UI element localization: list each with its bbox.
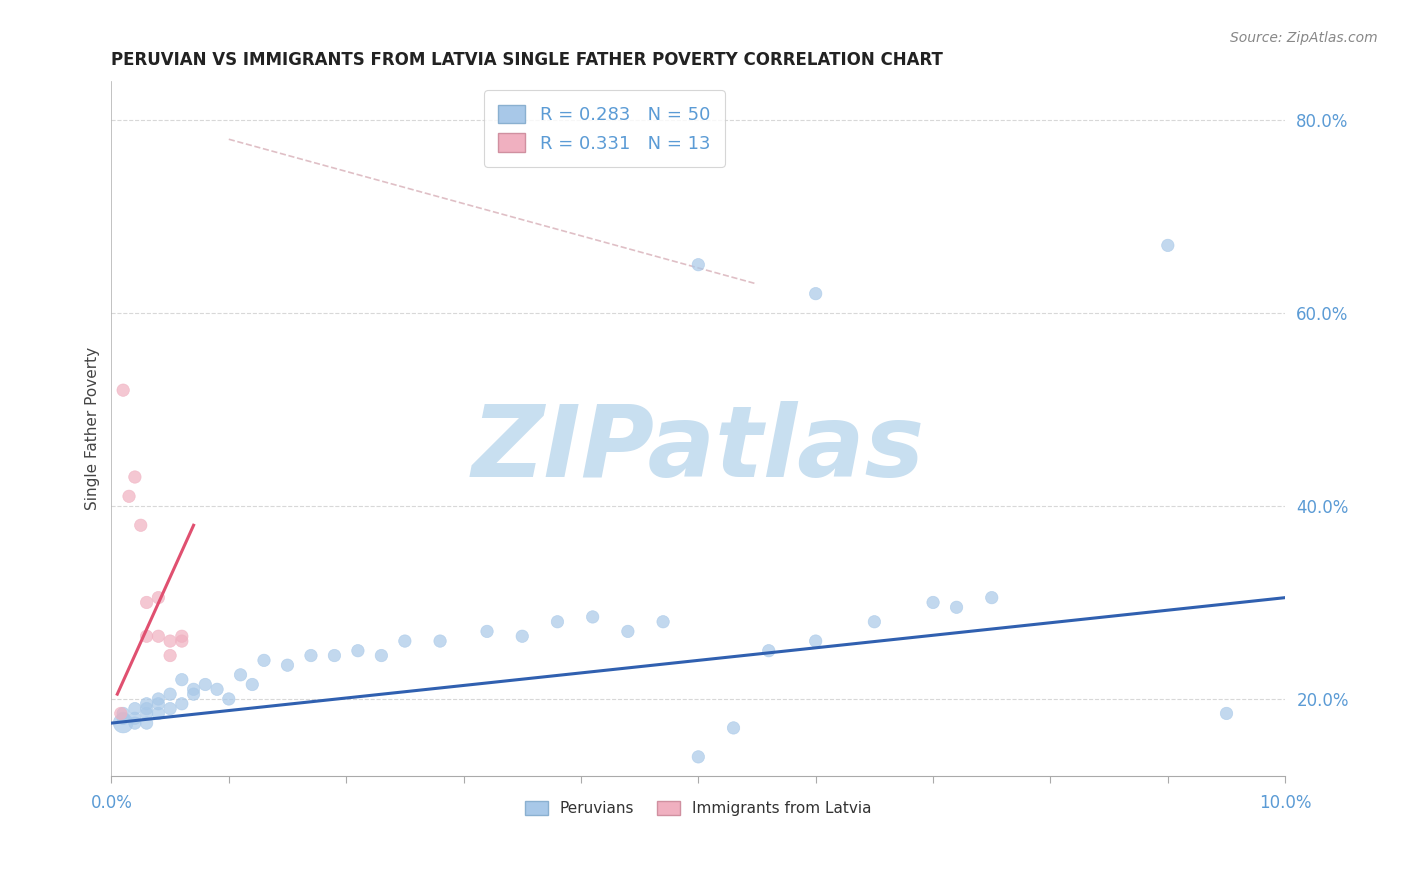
Point	[582, 610, 605, 624]
Text: 10.0%: 10.0%	[1258, 794, 1312, 812]
Point	[135, 697, 157, 711]
Point	[183, 687, 205, 701]
Point	[124, 701, 146, 715]
Point	[863, 615, 886, 629]
Point	[194, 677, 217, 691]
Point	[299, 648, 322, 663]
Point	[758, 644, 780, 658]
Point	[323, 648, 346, 663]
Y-axis label: Single Father Poverty: Single Father Poverty	[86, 347, 100, 510]
Point	[347, 644, 370, 658]
Point	[617, 624, 640, 639]
Point	[148, 706, 170, 721]
Point	[723, 721, 745, 735]
Text: 0.0%: 0.0%	[90, 794, 132, 812]
Point	[118, 489, 141, 503]
Point	[804, 286, 827, 301]
Point	[218, 692, 240, 706]
Point	[110, 706, 132, 721]
Point	[688, 750, 710, 764]
Point	[240, 677, 263, 691]
Legend: Peruvians, Immigrants from Latvia: Peruvians, Immigrants from Latvia	[517, 794, 880, 824]
Point	[688, 258, 710, 272]
Point	[148, 629, 170, 643]
Point	[159, 687, 181, 701]
Point	[546, 615, 568, 629]
Point	[112, 716, 135, 731]
Point	[170, 629, 193, 643]
Point	[980, 591, 1002, 605]
Point	[135, 701, 157, 715]
Point	[159, 648, 181, 663]
Point	[159, 701, 181, 715]
Point	[276, 658, 298, 673]
Text: PERUVIAN VS IMMIGRANTS FROM LATVIA SINGLE FATHER POVERTY CORRELATION CHART: PERUVIAN VS IMMIGRANTS FROM LATVIA SINGL…	[111, 51, 943, 69]
Point	[148, 697, 170, 711]
Point	[1215, 706, 1237, 721]
Point	[510, 629, 533, 643]
Text: ZIPatlas: ZIPatlas	[472, 401, 925, 498]
Point	[124, 711, 146, 725]
Point	[804, 634, 827, 648]
Point	[135, 706, 157, 721]
Point	[170, 697, 193, 711]
Point	[183, 682, 205, 697]
Point	[135, 629, 157, 643]
Point	[475, 624, 498, 639]
Point	[124, 716, 146, 731]
Point	[112, 706, 135, 721]
Point	[229, 668, 252, 682]
Point	[429, 634, 451, 648]
Point	[112, 711, 135, 725]
Point	[170, 634, 193, 648]
Text: Source: ZipAtlas.com: Source: ZipAtlas.com	[1230, 31, 1378, 45]
Point	[170, 673, 193, 687]
Point	[945, 600, 967, 615]
Point	[148, 692, 170, 706]
Point	[159, 634, 181, 648]
Point	[124, 470, 146, 484]
Point	[129, 518, 152, 533]
Point	[205, 682, 228, 697]
Point	[253, 653, 276, 667]
Point	[922, 595, 945, 609]
Point	[1157, 238, 1180, 252]
Point	[112, 383, 135, 397]
Point	[135, 595, 157, 609]
Point	[148, 591, 170, 605]
Point	[394, 634, 416, 648]
Point	[652, 615, 675, 629]
Point	[370, 648, 392, 663]
Point	[135, 716, 157, 731]
